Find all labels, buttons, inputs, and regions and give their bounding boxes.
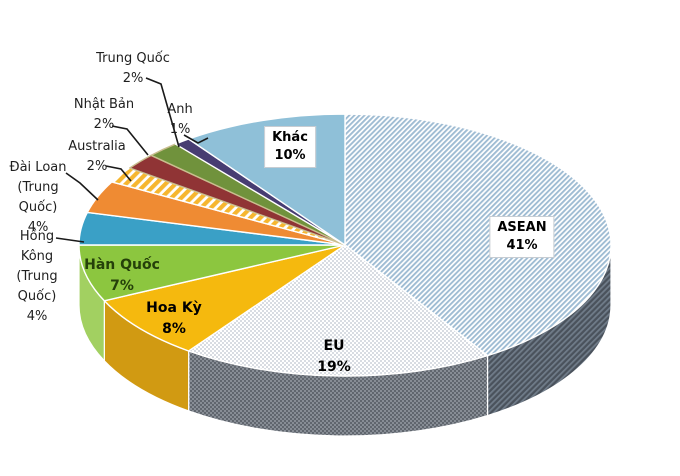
pie-slices xyxy=(78,113,612,377)
leader-line-trung-quoc xyxy=(145,77,180,148)
leader-line-australia xyxy=(105,165,132,182)
pie-slice-eu xyxy=(187,244,489,377)
leader-line-dai-loan-trung-quoc xyxy=(65,172,99,201)
pie-slice-asean xyxy=(344,113,612,357)
pie-slice-hoa-ky xyxy=(103,244,346,352)
label-leader-lines xyxy=(55,77,209,243)
leader-line-anh xyxy=(183,134,209,144)
leader-line-hong-kong-trung-quoc xyxy=(55,237,85,243)
leader-line-nhat-ban xyxy=(111,125,149,156)
pie-slice-han-quoc xyxy=(78,244,346,302)
